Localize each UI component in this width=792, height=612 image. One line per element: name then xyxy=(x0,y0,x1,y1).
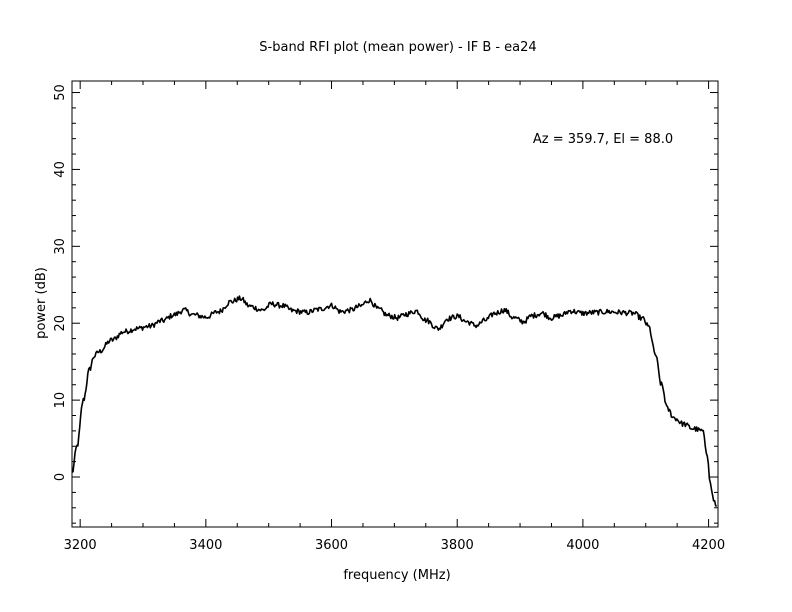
x-tick-label: 3400 xyxy=(189,538,222,553)
x-axis: 3200 3400 3600 3800 4000 4200 xyxy=(64,81,725,553)
y-tick-label: 0 xyxy=(53,473,68,481)
x-tick-label: 4200 xyxy=(692,538,725,553)
chart-title: S-band RFI plot (mean power) - IF B - ea… xyxy=(259,40,536,55)
y-tick-label: 30 xyxy=(53,238,68,255)
y-tick-label: 10 xyxy=(53,392,68,409)
series-layer xyxy=(71,295,717,508)
power-series-line xyxy=(71,295,717,508)
y-axis: 0 10 20 30 40 50 xyxy=(53,84,718,524)
y-tick-label: 20 xyxy=(53,315,68,332)
pointing-annotation: Az = 359.7, El = 88.0 xyxy=(533,132,673,147)
plot-border xyxy=(71,80,719,528)
x-tick-label: 3800 xyxy=(441,538,474,553)
x-tick-label: 3200 xyxy=(64,538,97,553)
x-tick-label: 3600 xyxy=(315,538,348,553)
y-tick-label: 50 xyxy=(53,84,68,101)
x-axis-label: frequency (MHz) xyxy=(343,568,450,583)
y-axis-label: power (dB) xyxy=(34,267,49,339)
y-tick-label: 40 xyxy=(53,161,68,178)
x-tick-label: 4000 xyxy=(566,538,599,553)
plot-area xyxy=(71,80,719,528)
